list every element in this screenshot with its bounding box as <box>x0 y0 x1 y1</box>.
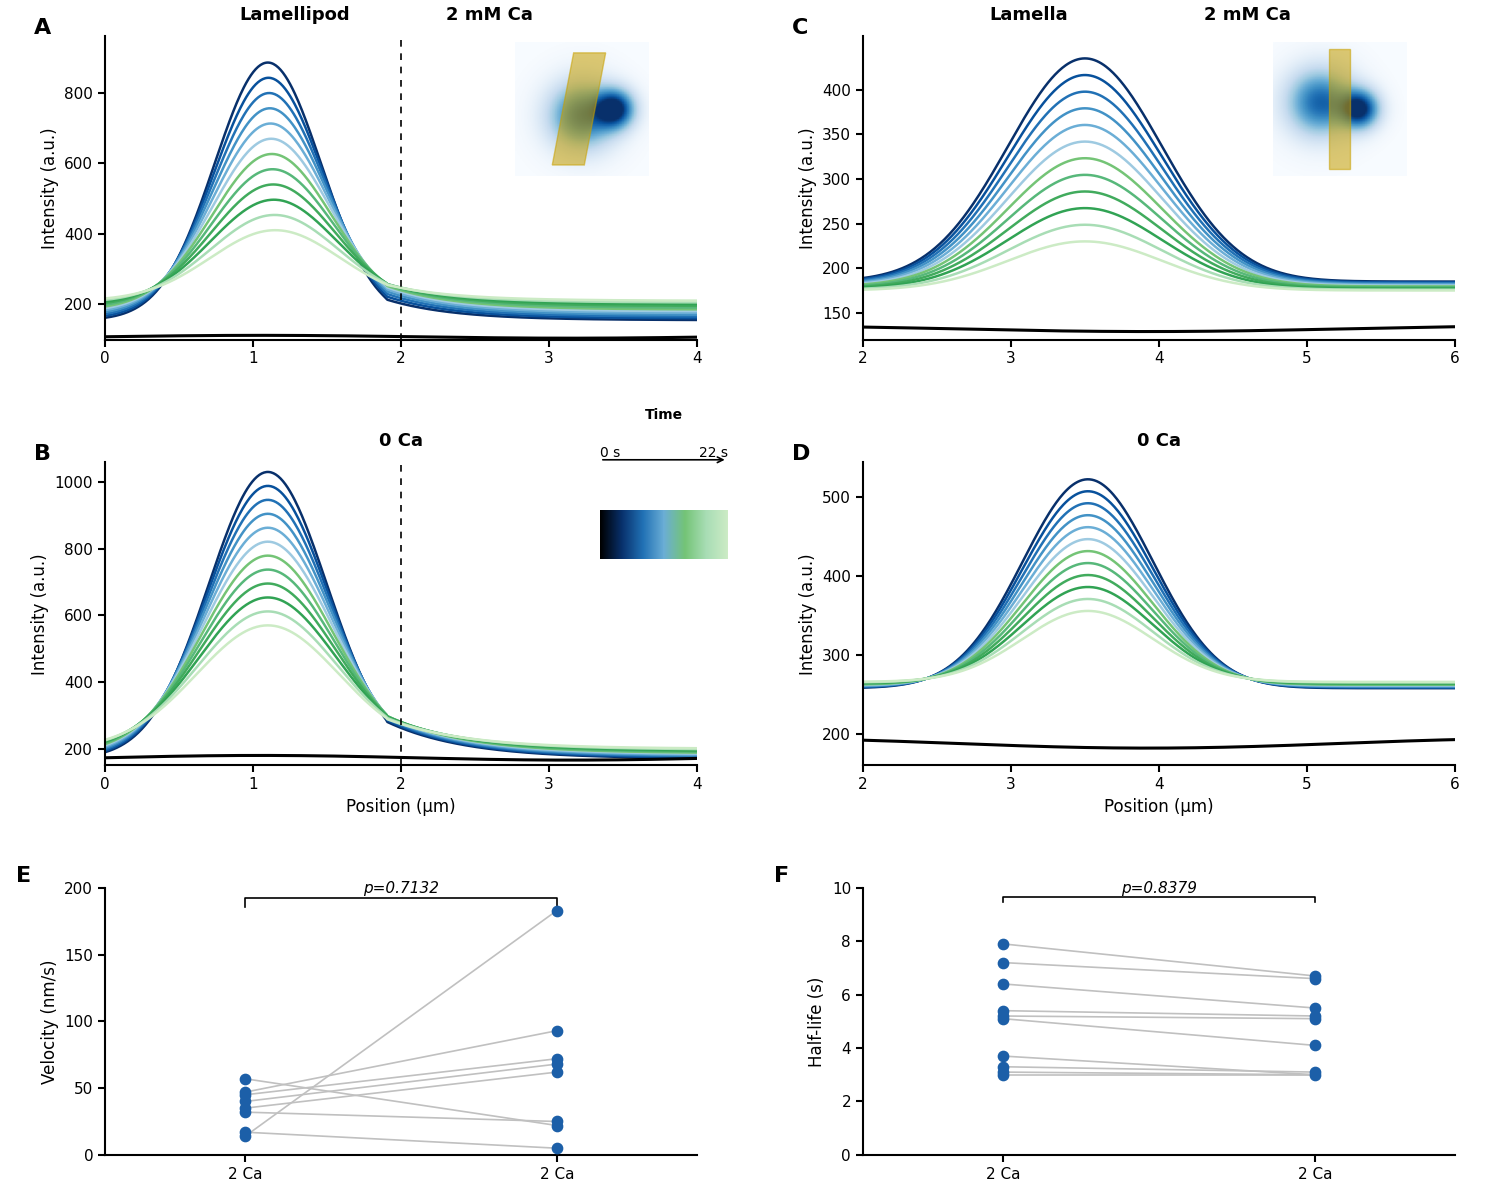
Point <box>1304 1007 1328 1026</box>
Text: F: F <box>774 866 789 887</box>
X-axis label: Position (μm): Position (μm) <box>1104 798 1214 816</box>
Text: 0 s: 0 s <box>600 446 621 460</box>
Text: D: D <box>792 444 810 463</box>
Point <box>232 1122 256 1142</box>
Text: p=0.7132: p=0.7132 <box>363 881 440 896</box>
Text: Lamellipod: Lamellipod <box>238 6 350 24</box>
Point <box>544 1112 568 1131</box>
Point <box>992 1007 1016 1026</box>
Point <box>1304 1062 1328 1081</box>
Point <box>1304 1009 1328 1029</box>
Point <box>544 1138 568 1157</box>
Point <box>1304 1065 1328 1084</box>
Y-axis label: Intensity (a.u.): Intensity (a.u.) <box>798 128 816 249</box>
Point <box>1304 998 1328 1018</box>
Point <box>544 1062 568 1081</box>
Text: Lamella: Lamella <box>990 6 1068 24</box>
Point <box>992 1057 1016 1077</box>
Point <box>1304 966 1328 985</box>
Text: p=0.8379: p=0.8379 <box>1120 881 1197 895</box>
Point <box>544 1116 568 1136</box>
Text: C: C <box>792 18 808 37</box>
Y-axis label: Intensity (a.u.): Intensity (a.u.) <box>798 553 816 675</box>
Point <box>992 1047 1016 1066</box>
Text: B: B <box>34 444 51 463</box>
Point <box>1304 968 1328 988</box>
Point <box>1304 1036 1328 1055</box>
Point <box>544 1049 568 1068</box>
Y-axis label: Intensity (a.u.): Intensity (a.u.) <box>32 553 50 675</box>
Point <box>232 1126 256 1145</box>
Point <box>232 1083 256 1102</box>
Point <box>992 935 1016 954</box>
Point <box>992 1062 1016 1081</box>
Point <box>992 974 1016 994</box>
Text: E: E <box>16 866 32 887</box>
Y-axis label: Half-life (s): Half-life (s) <box>808 976 826 1067</box>
Text: 2 mM Ca: 2 mM Ca <box>447 6 534 24</box>
Text: 0 Ca: 0 Ca <box>380 432 423 450</box>
Point <box>544 1055 568 1074</box>
Y-axis label: Intensity (a.u.): Intensity (a.u.) <box>40 128 58 249</box>
Point <box>992 953 1016 972</box>
Point <box>232 1102 256 1121</box>
Point <box>232 1098 256 1118</box>
Text: 2 mM Ca: 2 mM Ca <box>1204 6 1292 24</box>
X-axis label: Position (μm): Position (μm) <box>346 798 456 816</box>
Point <box>544 1021 568 1041</box>
Point <box>992 1065 1016 1084</box>
Y-axis label: Velocity (nm/s): Velocity (nm/s) <box>40 959 58 1084</box>
Point <box>992 1001 1016 1020</box>
Point <box>544 901 568 920</box>
Point <box>232 1092 256 1112</box>
Text: A: A <box>34 18 51 37</box>
Point <box>992 1009 1016 1029</box>
Text: 22 s: 22 s <box>699 446 728 460</box>
Point <box>232 1085 256 1104</box>
Text: Time: Time <box>645 408 682 422</box>
Point <box>232 1069 256 1089</box>
Text: 0 Ca: 0 Ca <box>1137 432 1180 450</box>
